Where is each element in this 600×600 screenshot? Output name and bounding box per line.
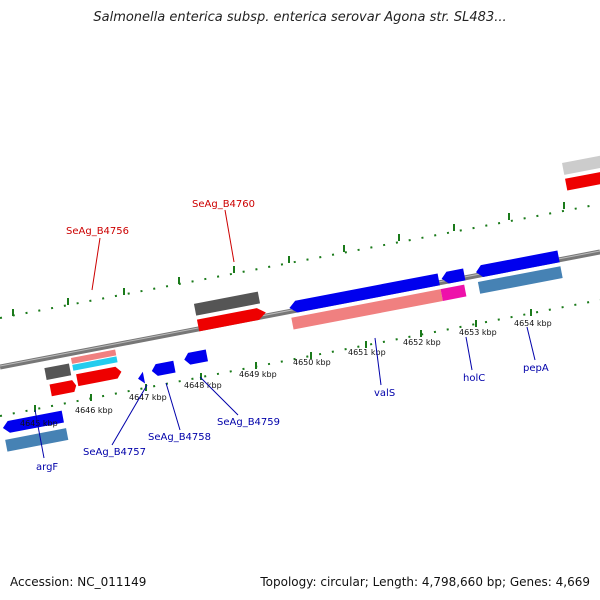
gene-feature-pepa-track[interactable]: [477, 266, 563, 294]
gene-label-pepa[interactable]: pepA: [523, 363, 549, 374]
gene-labels: SeAg_B4756 SeAg_B4760 argF SeAg_B4757 Se…: [36, 199, 549, 473]
gene-label-b4760[interactable]: SeAg_B4760: [192, 199, 255, 210]
genome-summary-text: Topology: circular; Length: 4,798,660 bp…: [260, 575, 590, 589]
gene-feature-b4757[interactable]: [137, 371, 146, 385]
scale-labels: 4645 kbp 4646 kbp 4647 kbp 4648 kbp 4649…: [20, 319, 552, 428]
gene-feature-holc-track[interactable]: [440, 284, 467, 301]
gene-label-vals[interactable]: valS: [374, 388, 395, 399]
accession-text: Accession: NC_011149: [10, 575, 147, 589]
leader-lines: [34, 209, 536, 459]
scale-label: 4651 kbp: [348, 348, 386, 357]
gene-feature-b4756[interactable]: [72, 356, 118, 371]
scale-label: 4653 kbp: [459, 328, 497, 337]
gene-feature-holc[interactable]: [441, 268, 466, 285]
gene-label-b4759[interactable]: SeAg_B4759: [217, 417, 280, 428]
scale-label: 4649 kbp: [239, 370, 277, 379]
gene-label-holc[interactable]: holC: [463, 373, 485, 384]
gene-feature-pink-a[interactable]: [70, 349, 117, 364]
scale-label: 4646 kbp: [75, 406, 113, 415]
gene-feature-red-b[interactable]: [76, 366, 122, 387]
scale-label: 4650 kbp: [293, 358, 331, 367]
gene-feature-gray-a[interactable]: [44, 363, 72, 380]
map-title: Salmonella enterica subsp. enterica sero…: [93, 10, 507, 25]
gene-feature-b4759[interactable]: [183, 349, 208, 365]
scale-label: 4654 kbp: [514, 319, 552, 328]
scale-label: 4648 kbp: [184, 381, 222, 390]
gene-feature-b4760[interactable]: [196, 307, 267, 332]
gene-feature-red-partial[interactable]: [565, 171, 600, 191]
gene-feature-argf[interactable]: [2, 410, 64, 434]
gene-label-b4758[interactable]: SeAg_B4758: [148, 432, 211, 443]
upper-scale-track: [0, 203, 600, 319]
gene-feature-pepa[interactable]: [475, 250, 560, 278]
gene-feature-vals[interactable]: [288, 273, 440, 313]
gene-feature-vals-track[interactable]: [291, 289, 443, 330]
gene-feature-b4758[interactable]: [151, 360, 176, 377]
gene-label-b4756[interactable]: SeAg_B4756: [66, 226, 129, 237]
gene-feature-b4760-gray[interactable]: [193, 291, 261, 316]
gene-feature-red-a[interactable]: [49, 380, 78, 397]
feature-layer: [2, 155, 600, 452]
scale-label: 4652 kbp: [403, 338, 441, 347]
gene-label-b4757[interactable]: SeAg_B4757: [83, 447, 146, 458]
upper-major-ticks: [12, 202, 565, 316]
scale-label: 4645 kbp: [20, 419, 58, 428]
gene-feature-argf-track[interactable]: [5, 428, 69, 452]
scale-label: 4647 kbp: [129, 393, 167, 402]
gene-label-argf[interactable]: argF: [36, 462, 58, 473]
gene-feature-gray-partial[interactable]: [562, 155, 600, 175]
